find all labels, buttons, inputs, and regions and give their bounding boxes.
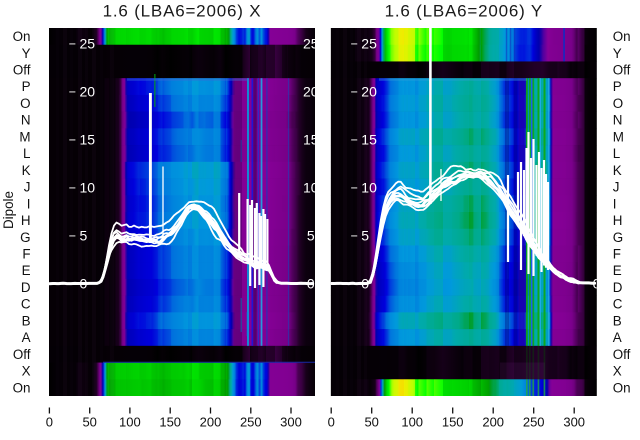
svg-text:−: −: [69, 85, 76, 99]
svg-text:5: 5: [361, 227, 369, 243]
svg-text:Off: Off: [13, 63, 31, 78]
svg-text:15: 15: [361, 131, 377, 147]
svg-text:25: 25: [303, 35, 319, 51]
svg-text:0: 0: [593, 275, 601, 291]
svg-text:P: P: [22, 79, 31, 94]
svg-text:200: 200: [482, 415, 504, 430]
svg-text:150: 150: [159, 415, 181, 430]
svg-text:250: 250: [523, 415, 545, 430]
svg-text:G: G: [20, 230, 30, 245]
svg-text:F: F: [613, 247, 621, 262]
svg-text:−: −: [351, 229, 358, 243]
svg-text:0: 0: [328, 415, 335, 430]
svg-text:1.6 (LBA6=2006) Y: 1.6 (LBA6=2006) Y: [385, 2, 543, 21]
svg-text:P: P: [613, 79, 622, 94]
svg-text:5: 5: [307, 227, 315, 243]
svg-text:200: 200: [200, 415, 222, 430]
svg-text:0: 0: [80, 275, 88, 291]
svg-text:H: H: [613, 213, 623, 228]
svg-text:−: −: [351, 181, 358, 195]
svg-text:0: 0: [361, 275, 369, 291]
svg-text:Off: Off: [613, 63, 631, 78]
svg-text:25: 25: [361, 35, 377, 51]
svg-text:I: I: [27, 196, 31, 211]
svg-text:E: E: [22, 263, 31, 278]
svg-text:−: −: [69, 181, 76, 195]
svg-text:10: 10: [80, 179, 96, 195]
svg-text:50: 50: [364, 415, 378, 430]
svg-text:J: J: [613, 180, 620, 195]
svg-text:C: C: [21, 297, 31, 312]
svg-text:−: −: [69, 229, 76, 243]
svg-text:On: On: [613, 29, 631, 44]
svg-text:Y: Y: [22, 46, 31, 61]
svg-text:0: 0: [46, 415, 53, 430]
svg-text:E: E: [613, 263, 622, 278]
svg-text:C: C: [613, 297, 623, 312]
svg-text:20: 20: [303, 83, 319, 99]
svg-text:−: −: [69, 37, 76, 51]
svg-text:M: M: [19, 129, 30, 144]
svg-text:Dipole: Dipole: [1, 191, 16, 229]
svg-text:D: D: [21, 280, 31, 295]
svg-text:On: On: [13, 29, 31, 44]
svg-text:0: 0: [307, 275, 315, 291]
svg-text:20: 20: [80, 83, 96, 99]
svg-text:1.6 (LBA6=2006) X: 1.6 (LBA6=2006) X: [103, 2, 262, 21]
svg-text:F: F: [22, 247, 30, 262]
svg-text:20: 20: [361, 83, 377, 99]
svg-text:−: −: [69, 133, 76, 147]
svg-text:Y: Y: [613, 46, 622, 61]
svg-text:L: L: [613, 146, 620, 161]
svg-text:−: −: [351, 85, 358, 99]
svg-text:−: −: [351, 37, 358, 51]
svg-text:25: 25: [80, 35, 96, 51]
svg-text:On: On: [613, 380, 631, 395]
svg-text:10: 10: [303, 179, 319, 195]
svg-text:B: B: [613, 313, 622, 328]
svg-text:M: M: [613, 129, 624, 144]
svg-text:250: 250: [240, 415, 262, 430]
svg-text:O: O: [613, 96, 623, 111]
svg-text:Off: Off: [613, 347, 631, 362]
svg-text:B: B: [22, 313, 31, 328]
svg-text:15: 15: [303, 131, 319, 147]
svg-text:300: 300: [280, 415, 302, 430]
svg-text:15: 15: [80, 131, 96, 147]
svg-text:N: N: [21, 113, 31, 128]
svg-text:N: N: [613, 113, 623, 128]
svg-text:150: 150: [442, 415, 464, 430]
svg-text:−: −: [351, 133, 358, 147]
svg-text:A: A: [22, 330, 31, 345]
svg-text:100: 100: [119, 415, 141, 430]
svg-text:A: A: [613, 330, 622, 345]
svg-text:5: 5: [80, 227, 88, 243]
svg-text:D: D: [613, 280, 623, 295]
svg-text:L: L: [23, 146, 30, 161]
svg-text:O: O: [20, 96, 30, 111]
svg-text:50: 50: [82, 415, 96, 430]
svg-text:K: K: [613, 163, 622, 178]
svg-text:X: X: [613, 364, 622, 379]
svg-text:K: K: [22, 163, 31, 178]
svg-text:300: 300: [563, 415, 585, 430]
svg-text:I: I: [613, 196, 617, 211]
svg-text:H: H: [21, 213, 31, 228]
svg-text:X: X: [22, 364, 31, 379]
svg-text:Off: Off: [13, 347, 31, 362]
svg-text:On: On: [13, 380, 31, 395]
svg-text:10: 10: [361, 179, 377, 195]
svg-text:100: 100: [401, 415, 423, 430]
svg-text:J: J: [24, 180, 31, 195]
svg-text:G: G: [613, 230, 623, 245]
